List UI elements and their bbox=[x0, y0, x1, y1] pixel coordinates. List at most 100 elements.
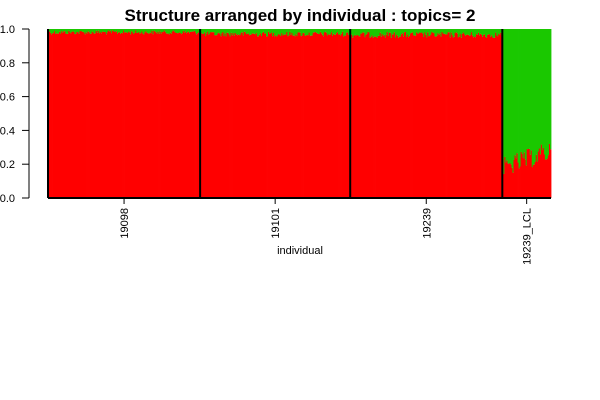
bar-topic2 bbox=[531, 29, 534, 168]
bar-topic2 bbox=[546, 29, 549, 159]
bar-topic1 bbox=[257, 36, 260, 199]
bar-topic1 bbox=[409, 35, 411, 199]
bar-topic1 bbox=[315, 32, 318, 198]
bar-topic2 bbox=[309, 29, 312, 36]
bar-topic2 bbox=[529, 29, 532, 155]
bar-topic1 bbox=[271, 32, 273, 199]
bar-topic2 bbox=[427, 29, 429, 33]
bar-topic2 bbox=[508, 29, 510, 165]
bar-topic2 bbox=[503, 29, 505, 174]
bar-topic2 bbox=[96, 29, 99, 33]
bar-topic2 bbox=[100, 29, 103, 34]
bar-topic2 bbox=[415, 29, 417, 36]
bar-topic2 bbox=[286, 29, 288, 32]
bar-topic1 bbox=[533, 164, 536, 198]
bar-topic1 bbox=[73, 31, 75, 198]
bar-topic2 bbox=[428, 29, 430, 37]
bar-topic2 bbox=[483, 29, 485, 35]
bar-topic2 bbox=[242, 29, 245, 36]
bar-topic1 bbox=[497, 36, 499, 199]
bar-topic2 bbox=[276, 29, 278, 37]
bar-topic1 bbox=[410, 33, 412, 198]
bar-topic1 bbox=[209, 33, 211, 199]
bar-topic1 bbox=[229, 36, 231, 198]
bar-topic1 bbox=[436, 35, 438, 198]
bar-topic1 bbox=[448, 32, 450, 199]
bar-topic1 bbox=[504, 156, 506, 198]
bar-topic1 bbox=[491, 35, 493, 198]
bar-topic1 bbox=[371, 35, 373, 198]
bar-topic1 bbox=[346, 32, 348, 198]
bar-topic1 bbox=[208, 34, 210, 199]
bar-topic1 bbox=[466, 34, 469, 199]
bar-topic1 bbox=[281, 33, 283, 199]
bar-topic1 bbox=[321, 34, 324, 199]
bar-topic2 bbox=[451, 29, 454, 36]
bar-topic2 bbox=[459, 29, 462, 35]
bar-topic2 bbox=[237, 29, 240, 35]
bar-topic1 bbox=[155, 32, 157, 198]
bar-topic2 bbox=[475, 29, 478, 35]
bar-topic1 bbox=[433, 33, 435, 198]
bar-topic1 bbox=[358, 36, 360, 198]
bar-topic1 bbox=[484, 34, 486, 198]
bar-topic1 bbox=[202, 33, 204, 199]
bar-topic1 bbox=[144, 32, 146, 198]
bar-topic2 bbox=[340, 29, 342, 36]
bar-topic1 bbox=[396, 35, 399, 199]
bar-topic1 bbox=[130, 34, 132, 198]
bar-topic1 bbox=[78, 33, 80, 199]
bar-topic1 bbox=[453, 36, 456, 198]
bar-topic1 bbox=[334, 34, 337, 199]
bar-topic1 bbox=[66, 33, 68, 198]
bar-topic2 bbox=[314, 29, 317, 32]
bar-topic1 bbox=[123, 30, 125, 198]
bar-topic1 bbox=[56, 33, 58, 198]
bar-topic1 bbox=[389, 32, 392, 199]
bar-topic1 bbox=[414, 35, 416, 198]
bar-topic2 bbox=[178, 29, 181, 33]
bar-topic1 bbox=[106, 32, 109, 198]
bar-topic2 bbox=[493, 29, 495, 38]
bar-topic1 bbox=[421, 32, 423, 198]
bar-topic2 bbox=[87, 29, 89, 32]
bar-topic2 bbox=[63, 29, 65, 32]
bar-topic1 bbox=[180, 34, 183, 198]
bar-topic2 bbox=[181, 29, 184, 34]
bar-topic2 bbox=[311, 29, 314, 36]
bar-topic1 bbox=[221, 33, 223, 199]
bar-topic1 bbox=[475, 34, 478, 198]
bar-topic1 bbox=[512, 172, 514, 198]
bar-topic1 bbox=[378, 35, 381, 199]
bar-topic1 bbox=[197, 33, 199, 198]
bar-topic2 bbox=[373, 29, 375, 37]
bar-topic1 bbox=[524, 159, 527, 198]
bar-topic2 bbox=[132, 29, 134, 33]
bar-topic1 bbox=[425, 34, 427, 198]
bar-topic1 bbox=[317, 33, 320, 199]
bar-topic2 bbox=[471, 29, 474, 36]
bar-topic1 bbox=[465, 34, 468, 198]
bar-topic1 bbox=[101, 31, 104, 198]
bar-topic1 bbox=[117, 32, 120, 198]
bar-topic1 bbox=[169, 32, 172, 198]
bar-topic1 bbox=[151, 30, 153, 199]
bar-topic1 bbox=[116, 33, 119, 198]
bar-topic1 bbox=[323, 32, 326, 199]
bar-topic2 bbox=[287, 29, 289, 37]
bar-topic1 bbox=[189, 31, 192, 198]
bar-topic1 bbox=[204, 32, 206, 198]
bar-topic1 bbox=[298, 32, 300, 198]
bar-topic1 bbox=[548, 143, 551, 198]
bar-topic2 bbox=[397, 29, 400, 38]
bar-topic2 bbox=[348, 29, 350, 35]
bar-topic2 bbox=[386, 29, 389, 33]
bar-topic2 bbox=[197, 29, 199, 34]
bar-topic1 bbox=[486, 37, 488, 199]
bar-topic2 bbox=[59, 29, 61, 32]
y-tick-label: 1.0 bbox=[0, 24, 15, 36]
bar-topic2 bbox=[99, 29, 102, 32]
bar-topic2 bbox=[69, 29, 71, 33]
bar-topic2 bbox=[357, 29, 359, 35]
bar-topic1 bbox=[511, 167, 513, 198]
